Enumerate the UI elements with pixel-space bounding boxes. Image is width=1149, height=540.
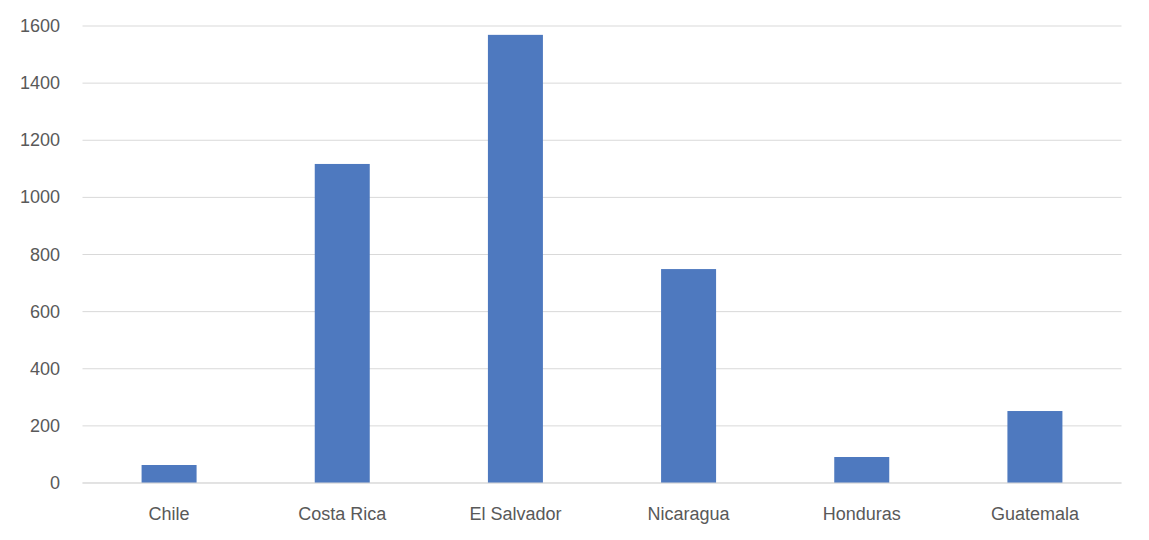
bar	[315, 164, 370, 483]
grid-line	[83, 140, 1122, 141]
bar	[834, 457, 889, 483]
y-tick-label: 1200	[20, 130, 60, 150]
y-tick-label: 200	[30, 416, 60, 436]
bar	[1007, 411, 1062, 483]
grid-line	[83, 26, 1122, 27]
grid-line	[83, 311, 1122, 312]
grid-line	[83, 425, 1122, 426]
bar	[142, 465, 197, 483]
y-tick-label: 0	[50, 473, 60, 493]
y-tick-label: 1400	[20, 73, 60, 93]
grid-line	[83, 368, 1122, 369]
chart-svg: 0 200 400 600 800 1000 1200 1400 1600 Chile Costa …	[0, 0, 1149, 540]
x-tick-label: Guatemala	[991, 504, 1080, 524]
y-tick-label: 800	[30, 245, 60, 265]
x-tick-label: Nicaragua	[648, 504, 731, 524]
chart-container: 0 200 400 600 800 1000 1200 1400 1600 Chile Costa …	[0, 0, 1149, 540]
bar	[661, 269, 716, 483]
x-tick-label: Costa Rica	[298, 504, 387, 524]
y-tick-label: 600	[30, 302, 60, 322]
y-tick-label: 1600	[20, 16, 60, 36]
grid-line	[83, 197, 1122, 198]
x-tick-label: El Salvador	[469, 504, 561, 524]
x-tick-label: Honduras	[823, 504, 901, 524]
y-tick-label: 400	[30, 359, 60, 379]
bar	[488, 35, 543, 483]
x-tick-label: Chile	[149, 504, 190, 524]
grid-line	[83, 483, 1122, 484]
grid-line	[83, 83, 1122, 84]
grid	[83, 26, 1122, 483]
x-axis-line	[83, 483, 1122, 484]
y-tick-label: 1000	[20, 187, 60, 207]
bars	[142, 35, 1063, 483]
grid-line	[83, 254, 1122, 255]
